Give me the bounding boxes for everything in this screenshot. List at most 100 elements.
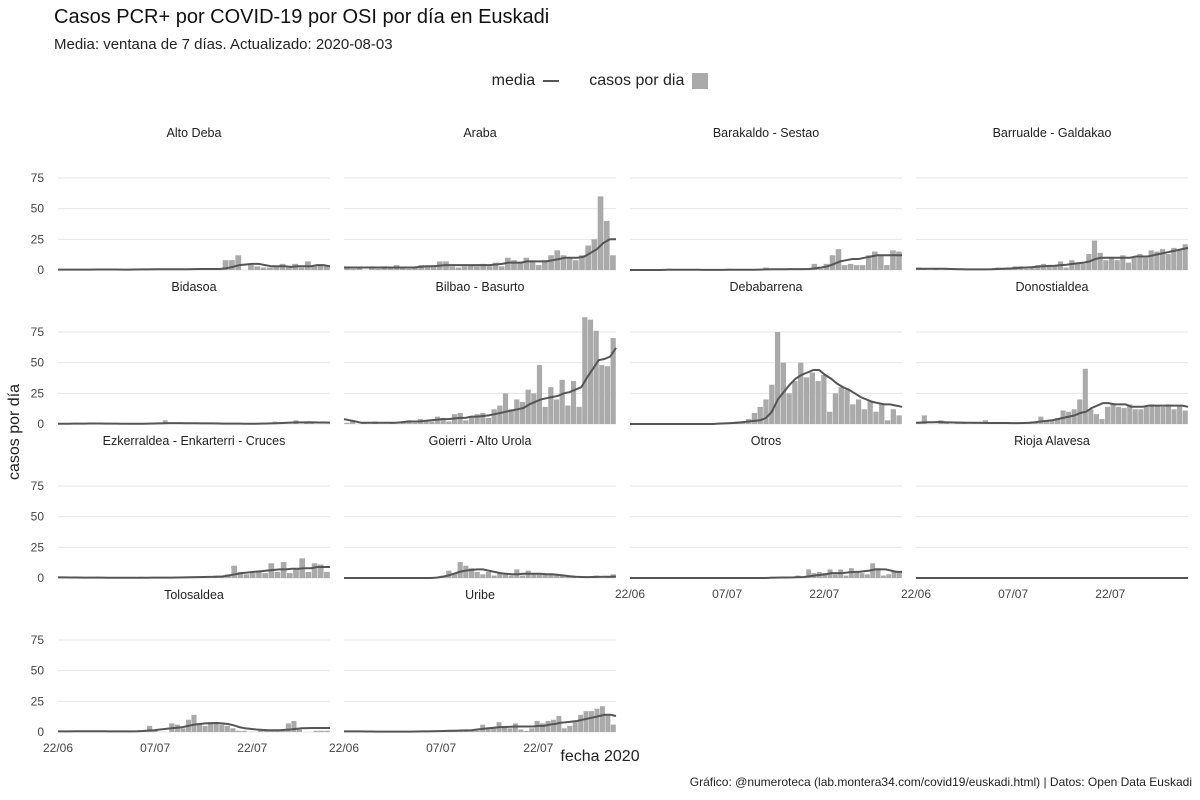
bar (875, 568, 881, 578)
bar (1154, 405, 1161, 424)
chart-title: Casos PCR+ por COVID-19 por OSI por día … (54, 6, 550, 28)
bar (1138, 409, 1144, 424)
bar (305, 571, 312, 578)
bar (806, 569, 812, 578)
bar (550, 719, 556, 732)
bar (1114, 260, 1120, 270)
bar (853, 265, 860, 270)
legend-item-media: media (492, 72, 560, 90)
bar (1077, 399, 1083, 424)
bar (890, 250, 896, 270)
bar (585, 245, 592, 270)
bar (921, 415, 927, 424)
bar (865, 255, 872, 270)
bar (231, 565, 238, 578)
bar (523, 730, 529, 732)
y-tick-label: 0 (37, 417, 44, 431)
facet-bilbao-basurto: Bilbao - Basurto (343, 280, 617, 425)
bar (844, 389, 850, 424)
bar (514, 399, 520, 424)
bar (822, 573, 828, 578)
bar (859, 573, 865, 578)
bar (222, 260, 229, 270)
bar (485, 417, 492, 424)
bar (896, 415, 902, 424)
bar (324, 571, 330, 578)
y-tick-label: 25 (31, 386, 45, 400)
y-tick-label: 50 (31, 510, 45, 524)
legend-line-key (543, 80, 560, 82)
bar (497, 573, 503, 578)
bar (399, 267, 406, 270)
bar (467, 265, 474, 270)
bar (763, 399, 769, 424)
bar (838, 387, 844, 424)
bar (497, 405, 503, 424)
bar (529, 261, 536, 270)
bar (1029, 266, 1035, 270)
bar (591, 239, 598, 270)
bar (599, 706, 605, 732)
bar (219, 724, 225, 732)
bar (565, 405, 571, 424)
bar (1063, 267, 1069, 270)
bar (180, 728, 186, 732)
bar (208, 722, 214, 732)
bar (864, 574, 870, 578)
mean-line (344, 713, 617, 733)
bar (855, 399, 862, 424)
bar (1127, 404, 1133, 424)
bar (266, 267, 273, 270)
bar (463, 420, 469, 424)
x-tick-label: 22/07 (809, 587, 839, 601)
bar (235, 730, 241, 732)
bar (1125, 262, 1132, 270)
bar (309, 422, 315, 424)
bar (323, 266, 330, 270)
mean-line (630, 254, 902, 271)
bar (751, 412, 758, 424)
bar (1121, 408, 1127, 424)
bar (884, 265, 890, 270)
bar (531, 393, 537, 424)
facet-title: Barakaldo - Sestao (713, 126, 819, 140)
bar (344, 422, 350, 424)
bar (263, 730, 269, 732)
bar (798, 362, 804, 424)
y-tick-label: 0 (37, 725, 44, 739)
x-tick-label: 22/07 (237, 741, 267, 755)
bar (491, 575, 497, 578)
bar (463, 565, 469, 578)
bar (486, 266, 493, 270)
facet-barrualde-galdakao: Barrualde - Galdakao (916, 126, 1189, 271)
bar (1066, 411, 1072, 424)
bar (1137, 254, 1143, 270)
mean-line (344, 238, 616, 269)
bar (273, 266, 280, 270)
bar (843, 575, 849, 578)
bar (492, 262, 499, 270)
y-tick-label: 50 (31, 664, 45, 678)
bar (485, 571, 492, 578)
bar (474, 571, 480, 578)
bar (867, 400, 873, 424)
bar (191, 714, 197, 732)
mean-line (58, 721, 330, 733)
bar (1148, 250, 1154, 270)
x-tick-label: 07/07 (712, 587, 742, 601)
bar (480, 263, 486, 270)
bar (517, 262, 524, 270)
facet-title: Debabarrena (730, 280, 803, 294)
bar (196, 724, 203, 732)
bar (579, 255, 585, 270)
bar (480, 574, 486, 578)
bar (1032, 422, 1038, 424)
bar (811, 263, 818, 270)
bar (468, 568, 475, 578)
y-tick-label: 25 (31, 232, 45, 246)
facet-uribe: Uribe 22/06 07/07 22/07 (329, 588, 617, 755)
bar (854, 571, 860, 578)
bar (1080, 263, 1086, 270)
bar (313, 730, 319, 732)
